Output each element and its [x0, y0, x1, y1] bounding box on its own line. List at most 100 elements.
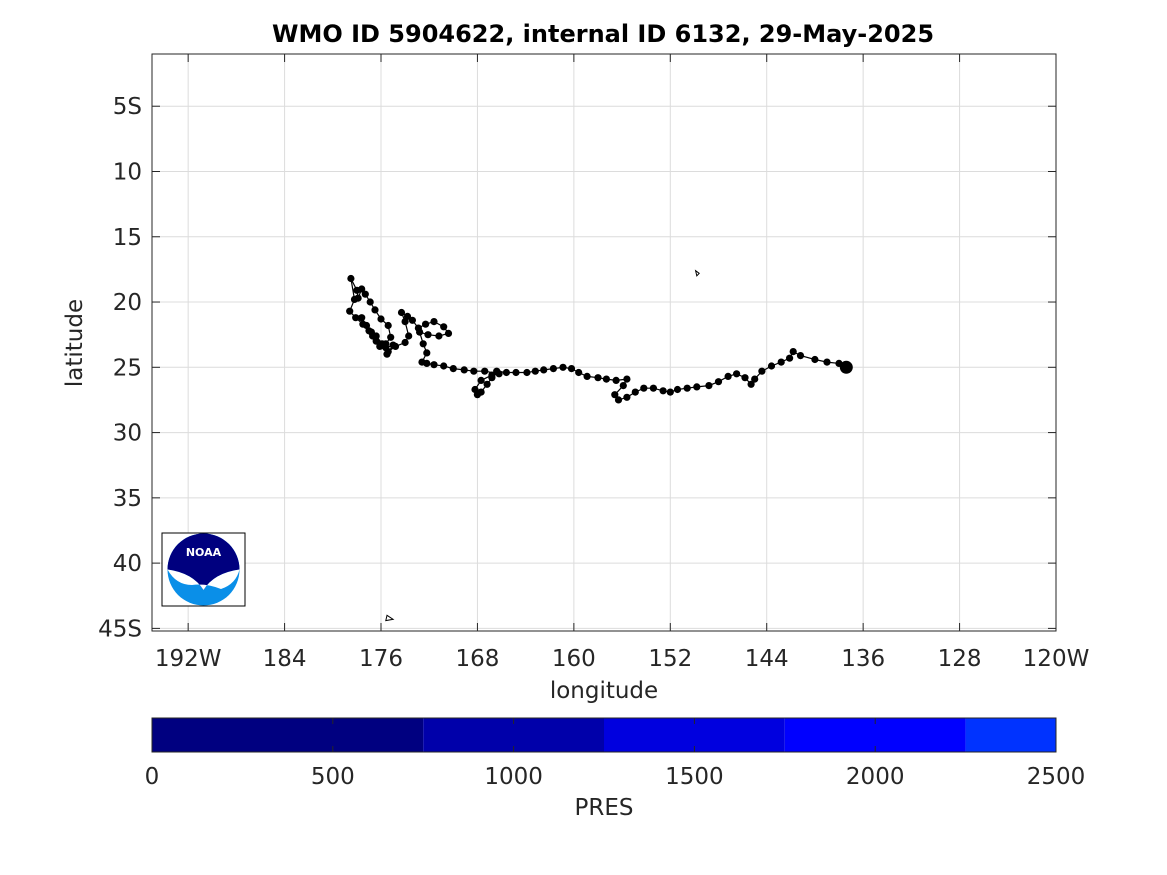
- track-point: [350, 295, 359, 303]
- track-point: [481, 367, 489, 375]
- colorbar-tick-label: 500: [311, 764, 355, 790]
- coastlines: [385, 269, 700, 622]
- x-tick-label: 144: [745, 646, 789, 672]
- track-point: [440, 323, 448, 331]
- track-point: [594, 374, 602, 382]
- x-tick-label: 152: [648, 646, 692, 672]
- track-point: [414, 324, 422, 332]
- x-tick-label: 136: [841, 646, 885, 672]
- track-point: [383, 350, 391, 358]
- track-point: [666, 388, 674, 396]
- track-point: [796, 352, 805, 360]
- track-point: [362, 321, 371, 330]
- x-tick-label: 192W: [155, 646, 222, 672]
- track-point: [389, 341, 397, 349]
- track-point: [430, 361, 438, 369]
- track-point: [614, 396, 623, 404]
- track-point: [346, 307, 354, 315]
- track-point: [823, 358, 831, 366]
- noaa-logo: NOAA: [161, 532, 246, 607]
- track-point: [387, 333, 395, 341]
- track-point: [471, 385, 479, 394]
- colorbar-segment: [152, 718, 424, 752]
- track-point: [741, 374, 749, 382]
- track-point: [460, 366, 468, 374]
- colorbar-tick-label: 2000: [846, 764, 905, 790]
- track-point: [405, 332, 413, 340]
- track-point: [419, 340, 427, 348]
- track-point: [440, 362, 448, 370]
- track-point: [705, 382, 713, 390]
- track-point: [352, 314, 360, 322]
- track-point: [786, 354, 794, 362]
- coastline-islet-south: [385, 614, 395, 622]
- y-tick-label: 15: [113, 225, 142, 251]
- track-point: [358, 314, 366, 322]
- track-point: [378, 340, 386, 348]
- track-point: [733, 370, 741, 378]
- colorbar-tick-label: 1000: [484, 764, 543, 790]
- track-point: [659, 387, 667, 395]
- track-point: [575, 368, 583, 377]
- track-point: [470, 367, 478, 375]
- track-point: [649, 384, 658, 392]
- track-point: [424, 331, 432, 339]
- track-point: [449, 365, 457, 373]
- y-tick-label: 20: [113, 290, 142, 316]
- track-point: [444, 329, 453, 337]
- float-track: [346, 274, 853, 404]
- track-point: [758, 367, 766, 375]
- track-point: [751, 375, 759, 383]
- y-tick-label: 35: [113, 486, 142, 512]
- plot-area: 192W 184 176 168 160 152 144 136 128 120W 5S 10 15 20…: [98, 53, 1089, 672]
- track-point: [347, 274, 355, 283]
- x-tick-label: 184: [263, 646, 307, 672]
- track-point: [372, 337, 380, 345]
- colorbar-tick-label: 2500: [1027, 764, 1086, 790]
- track-point: [367, 328, 375, 336]
- track-point: [540, 366, 548, 374]
- colorbar-segment: [965, 718, 1056, 752]
- track-point: [435, 332, 443, 340]
- track-point: [512, 368, 520, 377]
- track-point: [384, 321, 392, 330]
- y-tick-label: 40: [113, 551, 142, 577]
- track-point: [559, 363, 567, 371]
- x-tick-label: 128: [938, 646, 982, 672]
- colorbar-label: PRES: [575, 795, 634, 821]
- track-point: [623, 375, 631, 383]
- track-point: [714, 378, 723, 386]
- track-point: [693, 383, 701, 391]
- track-point: [401, 338, 409, 347]
- coastline-islet-north: [694, 269, 700, 277]
- x-axis-label: longitude: [550, 678, 658, 704]
- track-point: [602, 375, 611, 383]
- track-point: [401, 318, 409, 326]
- track-point: [430, 318, 438, 326]
- track-point: [422, 320, 430, 328]
- track-point: [567, 365, 576, 373]
- track-point: [724, 372, 732, 380]
- y-tick-label: 5S: [113, 94, 142, 120]
- track-point: [523, 368, 531, 377]
- logo-navy-wing: [167, 533, 240, 590]
- track-point: [747, 380, 755, 388]
- colorbar-tick-label: 0: [145, 764, 160, 790]
- track-point: [353, 286, 361, 294]
- track-point: [619, 382, 627, 390]
- colorbar: 0 500 1000 1500 2000 2500 PRES: [145, 717, 1086, 821]
- colorbar-frame: [151, 717, 1057, 753]
- x-tick-label: 176: [359, 646, 403, 672]
- track-point: [811, 355, 819, 364]
- logo-text: NOAA: [186, 546, 222, 559]
- logo-bird-shape: [167, 569, 240, 590]
- track-point: [777, 358, 785, 366]
- track-point: [418, 358, 426, 366]
- track-point: [397, 308, 406, 317]
- track-start-point: [839, 360, 853, 374]
- y-tick-label: 10: [113, 159, 142, 185]
- axis-ticks: 192W 184 176 168 160 152 144 136 128 120W 5S 10 15 20…: [98, 54, 1089, 672]
- x-tick-label: 160: [552, 646, 596, 672]
- plot-background: [152, 54, 1056, 631]
- track-point: [477, 376, 485, 384]
